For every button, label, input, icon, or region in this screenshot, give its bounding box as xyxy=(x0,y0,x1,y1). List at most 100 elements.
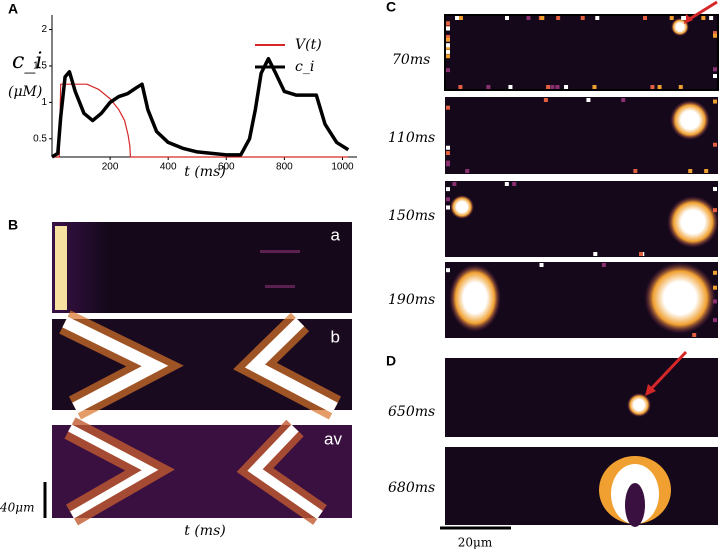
noise-pixel xyxy=(446,49,450,54)
noise-pixel xyxy=(639,252,644,256)
noise-pixel xyxy=(564,85,569,89)
noise-pixel xyxy=(657,85,662,89)
noise-pixel xyxy=(713,142,717,147)
noise-pixel xyxy=(555,85,560,89)
noise-pixel xyxy=(713,208,717,213)
noise-pixel xyxy=(504,16,509,20)
noise-pixel xyxy=(446,26,450,31)
time-label: 650ms xyxy=(388,404,435,420)
panel-label: D xyxy=(386,353,396,369)
noise-pixel xyxy=(446,197,450,202)
noise-pixel xyxy=(621,98,626,102)
noise-pixel xyxy=(465,169,470,173)
arrow xyxy=(687,0,718,22)
kymograph-av xyxy=(52,417,352,526)
row-label: b xyxy=(331,327,340,346)
row-label: a xyxy=(331,225,341,244)
noise-pixel xyxy=(704,169,709,173)
y-axis-unit: (μM) xyxy=(8,84,42,100)
line-chart: 0.5 1 1.5 2 200 400 600 800 1000 V(t) c_i xyxy=(33,15,357,173)
noise-pixel xyxy=(713,74,717,79)
noise-pixel xyxy=(688,169,693,173)
noise-pixel xyxy=(713,31,717,36)
arrow-head xyxy=(684,14,693,24)
snapshots xyxy=(444,0,719,338)
noise-pixel xyxy=(446,268,450,273)
noise-pixel xyxy=(713,33,717,38)
y-tick-label: 2 xyxy=(41,24,47,35)
noise-pixel xyxy=(446,151,450,156)
panel-label: A xyxy=(8,1,18,17)
noise-pixel xyxy=(526,16,531,20)
noise-pixel xyxy=(546,85,551,89)
x-tick-label: 200 xyxy=(102,162,119,173)
noise-pixel xyxy=(540,16,545,20)
noise-pixel xyxy=(458,16,463,20)
y-axis-label: c_i xyxy=(12,49,42,74)
noise-pixel xyxy=(446,21,450,26)
noise-pixel xyxy=(713,67,717,72)
kymograph-b xyxy=(52,310,352,420)
x-tick-label: 600 xyxy=(218,162,235,173)
noise-pixel xyxy=(650,85,655,89)
noise-pixel xyxy=(713,187,717,192)
noise-pixel xyxy=(458,85,463,89)
panel-label: C xyxy=(386,0,396,15)
noise-pixel xyxy=(446,68,450,73)
noise-pixel xyxy=(601,263,606,267)
noise-pixel xyxy=(446,145,450,150)
noise-pixel xyxy=(446,34,450,39)
panel-label: B xyxy=(8,217,18,233)
noise-pixel xyxy=(556,16,561,20)
noise-pixel xyxy=(446,160,450,165)
x-tick-label: 400 xyxy=(160,162,177,173)
legend-label: c_i xyxy=(295,59,314,75)
line-series xyxy=(52,83,349,158)
y-tick-label: 1 xyxy=(41,97,47,108)
time-label: 110ms xyxy=(388,130,435,146)
x-tick-label: 1000 xyxy=(331,162,354,173)
scale-label: 40μm xyxy=(0,501,34,515)
noise-pixel xyxy=(539,263,544,267)
noise-pixel xyxy=(580,16,585,20)
noise-pixel xyxy=(669,16,674,20)
x-axis-label: t (ms) xyxy=(184,164,225,180)
noise-pixel xyxy=(486,85,491,89)
noise-pixel xyxy=(446,45,450,50)
noise-pixel xyxy=(713,270,717,275)
noise-pixel xyxy=(550,85,555,89)
noise-pixel xyxy=(633,169,638,173)
noise-pixel xyxy=(512,182,517,186)
noise-pixel xyxy=(643,16,648,20)
line-series xyxy=(51,56,350,159)
noise-pixel xyxy=(681,16,686,20)
noise-pixel xyxy=(446,43,450,48)
snapshots xyxy=(445,350,718,527)
time-label: 190ms xyxy=(388,292,435,308)
noise-pixel xyxy=(446,105,450,110)
noise-pixel xyxy=(586,98,591,102)
noise-pixel xyxy=(455,16,460,20)
y-tick-label: 1.5 xyxy=(33,61,47,72)
legend-label: V(t) xyxy=(295,37,322,53)
time-label: 70ms xyxy=(392,52,430,68)
time-label: 680ms xyxy=(388,480,435,496)
noise-pixel xyxy=(508,85,513,89)
noise-pixel xyxy=(504,182,509,186)
noise-pixel xyxy=(543,98,548,102)
noise-pixel xyxy=(446,54,450,59)
noise-pixel xyxy=(713,318,717,323)
noise-pixel xyxy=(701,16,706,20)
noise-pixel xyxy=(446,37,450,42)
noise-pixel xyxy=(709,16,714,20)
y-tick-label: 0.5 xyxy=(33,133,47,144)
noise-pixel xyxy=(692,333,697,337)
noise-pixel xyxy=(713,99,717,104)
noise-pixel xyxy=(446,205,450,210)
x-axis-label: t (ms) xyxy=(184,523,225,539)
noise-pixel xyxy=(446,187,450,192)
noise-pixel xyxy=(678,85,683,89)
noise-pixel xyxy=(452,182,457,186)
row-label: av xyxy=(324,429,342,448)
